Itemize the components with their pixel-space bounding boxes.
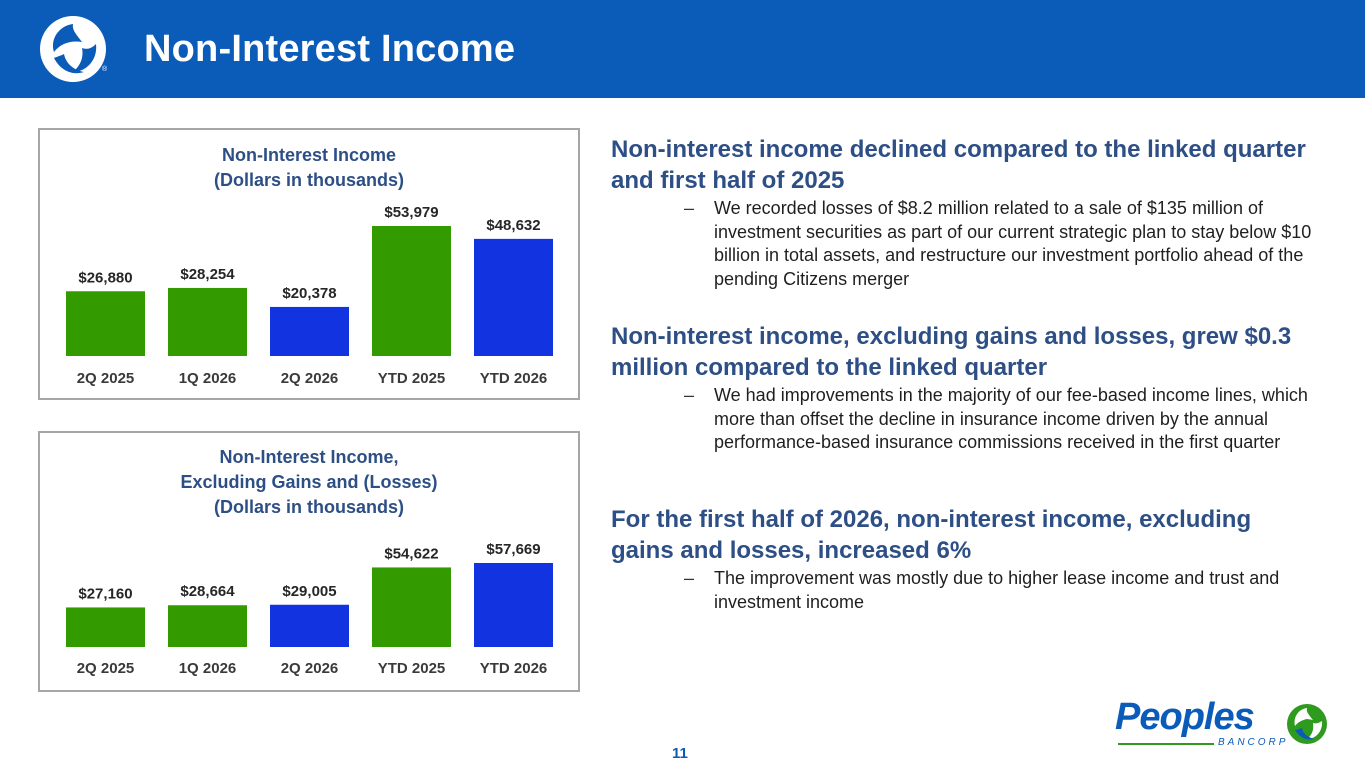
category-label: 2Q 2025 — [77, 660, 135, 677]
category-label: YTD 2026 — [480, 370, 548, 387]
data-label: $20,378 — [282, 285, 336, 302]
bar — [372, 567, 451, 647]
chart-title-line: Excluding Gains and (Losses) — [180, 472, 438, 492]
data-label: $54,622 — [384, 545, 438, 562]
data-label: $53,979 — [384, 204, 438, 221]
chart-title-line: (Dollars in thousands) — [213, 170, 404, 190]
bar-chart: $27,160 2Q 2025 $28,664 1Q 2026 $29,005 2Q 20… — [66, 541, 553, 677]
category-label: 2Q 2025 — [77, 370, 135, 387]
chart-title: Non-Interest Income (Dollars in thousand… — [40, 143, 578, 193]
brand-subtitle: BANCORP — [1218, 737, 1289, 748]
bar — [474, 238, 553, 356]
bullet-item: – We had improvements in the majority of… — [684, 384, 1324, 455]
bar — [168, 287, 247, 356]
data-label: $26,880 — [78, 269, 132, 286]
category-label: 1Q 2026 — [179, 370, 237, 387]
category-label: YTD 2026 — [480, 660, 548, 677]
data-label: $57,669 — [486, 541, 540, 558]
category-label: 1Q 2026 — [179, 660, 237, 677]
chart-title-line: (Dollars in thousands) — [213, 497, 404, 517]
brand-underline — [1118, 743, 1214, 745]
brand-name: Peoples — [1115, 696, 1255, 738]
category-label: 2Q 2026 — [281, 370, 339, 387]
header-bar: ® Non-Interest Income — [0, 0, 1365, 98]
data-label: $27,160 — [78, 585, 132, 602]
data-label: $28,664 — [180, 583, 235, 600]
bullet-text: We recorded losses of $8.2 million relat… — [714, 198, 1312, 289]
peoples-bancorp-logo: Peoples BANCORP — [1115, 696, 1335, 752]
dash-bullet: – — [684, 198, 695, 218]
chart-title: Non-Interest Income, Excluding Gains and… — [40, 445, 578, 520]
bar — [66, 291, 145, 356]
data-label: $48,632 — [486, 217, 540, 234]
peoples-mark-icon — [1287, 704, 1327, 744]
chart-panel-non-interest-income: Non-Interest Income (Dollars in thousand… — [38, 128, 580, 400]
bar — [372, 226, 451, 356]
bullet-text: The improvement was mostly due to higher… — [714, 568, 1280, 612]
chart-title-line: Non-Interest Income — [221, 145, 397, 165]
section-heading: Non-interest income declined compared to… — [611, 136, 1306, 194]
bar — [270, 306, 349, 356]
data-label: $28,254 — [180, 266, 235, 283]
bar — [168, 605, 247, 647]
page-title: Non-Interest Income — [144, 28, 516, 70]
bar — [66, 607, 145, 647]
category-label: YTD 2025 — [378, 660, 446, 677]
bullet-item: – The improvement was mostly due to high… — [684, 567, 1324, 614]
bullet-text: We had improvements in the majority of o… — [714, 385, 1308, 452]
category-label: 2Q 2026 — [281, 660, 339, 677]
bar-chart: $26,880 2Q 2025 $28,254 1Q 2026 $20,378 2Q 20… — [66, 204, 553, 387]
section-heading: Non-interest income, excluding gains and… — [611, 323, 1292, 381]
bar — [474, 563, 553, 647]
section-heading: For the first half of 2026, non-interest… — [611, 506, 1252, 564]
page-number: 11 — [672, 745, 688, 762]
dash-bullet: – — [684, 568, 695, 588]
chart-panel-non-interest-income-excl-gains: Non-Interest Income, Excluding Gains and… — [38, 431, 580, 692]
chart-title-line: Non-Interest Income, — [219, 447, 399, 467]
peoples-logo-icon — [40, 16, 106, 82]
bullet-item: – We recorded losses of $8.2 million rel… — [684, 197, 1324, 291]
category-label: YTD 2025 — [378, 370, 446, 387]
dash-bullet: – — [684, 385, 695, 405]
bar — [270, 604, 349, 647]
registered-mark: ® — [102, 66, 108, 73]
data-label: $29,005 — [282, 583, 336, 600]
